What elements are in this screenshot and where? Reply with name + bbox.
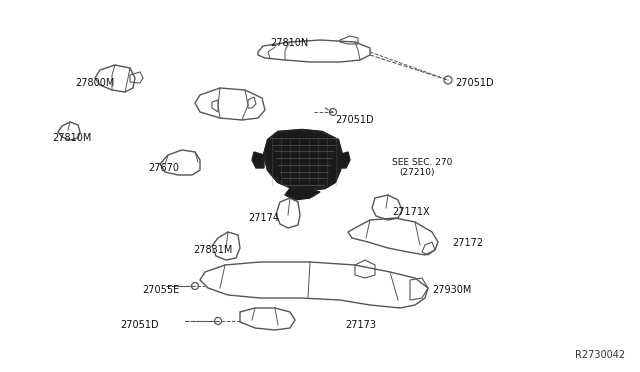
Polygon shape [338, 152, 350, 168]
Text: 27800M: 27800M [75, 78, 115, 88]
Text: 27055E: 27055E [142, 285, 179, 295]
Polygon shape [264, 130, 342, 190]
Text: SEE SEC. 270: SEE SEC. 270 [392, 158, 452, 167]
Polygon shape [285, 188, 320, 200]
Text: 27930M: 27930M [432, 285, 472, 295]
Text: (27210): (27210) [399, 168, 435, 177]
Polygon shape [252, 152, 264, 168]
Text: 27831M: 27831M [193, 245, 232, 255]
Text: 27670: 27670 [148, 163, 179, 173]
Text: 27171X: 27171X [392, 207, 429, 217]
Text: R2730042: R2730042 [575, 350, 625, 360]
Text: 27810N: 27810N [270, 38, 308, 48]
Text: 27051D: 27051D [120, 320, 159, 330]
Text: 27051D: 27051D [455, 78, 493, 88]
Text: 27174: 27174 [248, 213, 279, 223]
Text: 27173: 27173 [345, 320, 376, 330]
Text: 27172: 27172 [452, 238, 483, 248]
Text: 27051D: 27051D [335, 115, 374, 125]
Text: 27810M: 27810M [52, 133, 92, 143]
